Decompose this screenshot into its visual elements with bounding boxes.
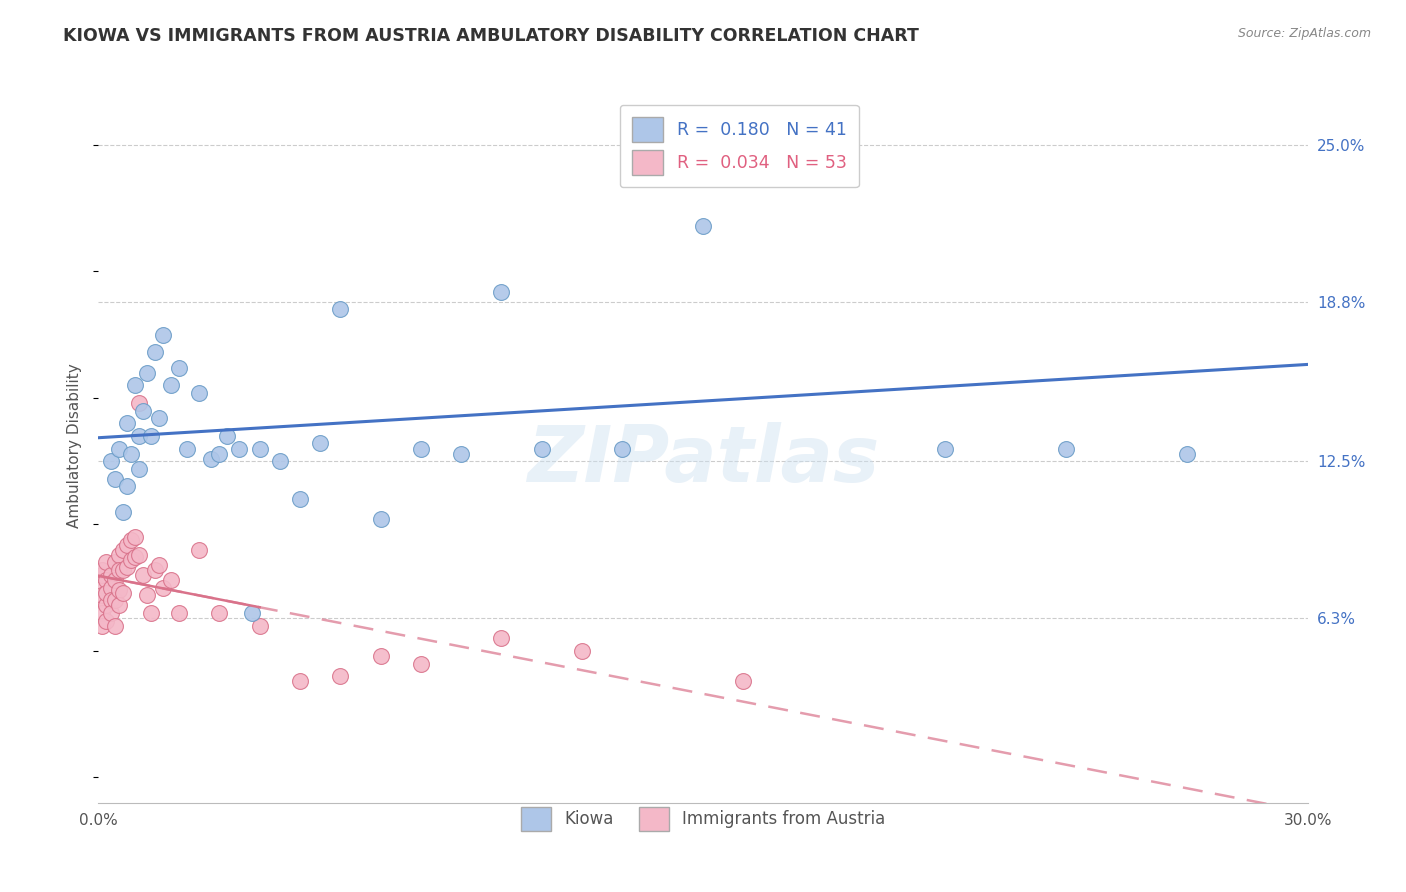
Point bbox=[124, 530, 146, 544]
Point bbox=[692, 219, 714, 233]
Point bbox=[409, 657, 432, 671]
Text: ZIPatlas: ZIPatlas bbox=[527, 422, 879, 499]
Point bbox=[96, 614, 118, 628]
Point bbox=[115, 538, 138, 552]
Point bbox=[329, 669, 352, 683]
Point bbox=[148, 411, 170, 425]
Point bbox=[530, 442, 553, 456]
Point bbox=[103, 573, 125, 587]
Point bbox=[91, 618, 114, 632]
Point bbox=[120, 447, 142, 461]
Point bbox=[87, 593, 110, 607]
Point bbox=[934, 442, 956, 456]
Point bbox=[1175, 447, 1198, 461]
Point bbox=[188, 542, 211, 557]
Point bbox=[115, 416, 138, 430]
Point bbox=[167, 606, 190, 620]
Text: Source: ZipAtlas.com: Source: ZipAtlas.com bbox=[1237, 27, 1371, 40]
Point bbox=[100, 568, 122, 582]
Point bbox=[128, 548, 150, 562]
Point bbox=[100, 606, 122, 620]
Point bbox=[107, 563, 129, 577]
Point bbox=[96, 599, 118, 613]
Point bbox=[91, 588, 114, 602]
Point bbox=[120, 553, 142, 567]
Point bbox=[100, 454, 122, 468]
Point bbox=[115, 560, 138, 574]
Point bbox=[103, 472, 125, 486]
Point bbox=[96, 555, 118, 569]
Point bbox=[111, 505, 134, 519]
Point bbox=[139, 606, 162, 620]
Point bbox=[111, 586, 134, 600]
Point bbox=[103, 618, 125, 632]
Point bbox=[103, 593, 125, 607]
Point bbox=[139, 429, 162, 443]
Point bbox=[208, 447, 231, 461]
Point bbox=[1054, 442, 1077, 456]
Point bbox=[132, 403, 155, 417]
Point bbox=[103, 555, 125, 569]
Point bbox=[200, 451, 222, 466]
Point bbox=[124, 378, 146, 392]
Point bbox=[143, 345, 166, 359]
Point bbox=[450, 447, 472, 461]
Point bbox=[107, 548, 129, 562]
Point bbox=[370, 648, 392, 663]
Point bbox=[96, 586, 118, 600]
Point bbox=[111, 542, 134, 557]
Point bbox=[176, 442, 198, 456]
Point bbox=[288, 674, 311, 689]
Point bbox=[167, 360, 190, 375]
Point bbox=[288, 492, 311, 507]
Point bbox=[249, 618, 271, 632]
Point bbox=[571, 644, 593, 658]
Point bbox=[120, 533, 142, 547]
Point bbox=[240, 606, 263, 620]
Point bbox=[87, 581, 110, 595]
Point bbox=[107, 442, 129, 456]
Point bbox=[772, 155, 794, 169]
Point bbox=[91, 563, 114, 577]
Point bbox=[208, 606, 231, 620]
Point bbox=[148, 558, 170, 572]
Point bbox=[115, 479, 138, 493]
Point bbox=[111, 563, 134, 577]
Point bbox=[217, 429, 239, 443]
Point bbox=[100, 593, 122, 607]
Point bbox=[128, 429, 150, 443]
Legend: Kiowa, Immigrants from Austria: Kiowa, Immigrants from Austria bbox=[515, 800, 891, 838]
Point bbox=[409, 442, 432, 456]
Point bbox=[160, 378, 183, 392]
Point bbox=[160, 573, 183, 587]
Point bbox=[107, 583, 129, 598]
Point bbox=[135, 588, 157, 602]
Point bbox=[107, 599, 129, 613]
Y-axis label: Ambulatory Disability: Ambulatory Disability bbox=[67, 364, 83, 528]
Point bbox=[491, 632, 513, 646]
Point bbox=[124, 550, 146, 565]
Text: KIOWA VS IMMIGRANTS FROM AUSTRIA AMBULATORY DISABILITY CORRELATION CHART: KIOWA VS IMMIGRANTS FROM AUSTRIA AMBULAT… bbox=[63, 27, 920, 45]
Point bbox=[612, 442, 634, 456]
Point bbox=[143, 563, 166, 577]
Point bbox=[132, 568, 155, 582]
Point bbox=[135, 366, 157, 380]
Point bbox=[733, 674, 755, 689]
Point bbox=[370, 512, 392, 526]
Point bbox=[491, 285, 513, 299]
Point bbox=[100, 581, 122, 595]
Point bbox=[152, 581, 174, 595]
Point bbox=[228, 442, 250, 456]
Point bbox=[96, 573, 118, 587]
Point bbox=[128, 396, 150, 410]
Point bbox=[269, 454, 291, 468]
Point bbox=[329, 302, 352, 317]
Point bbox=[188, 385, 211, 400]
Point bbox=[152, 327, 174, 342]
Point bbox=[91, 568, 114, 582]
Point bbox=[249, 442, 271, 456]
Point bbox=[91, 606, 114, 620]
Point bbox=[128, 462, 150, 476]
Point bbox=[309, 436, 332, 450]
